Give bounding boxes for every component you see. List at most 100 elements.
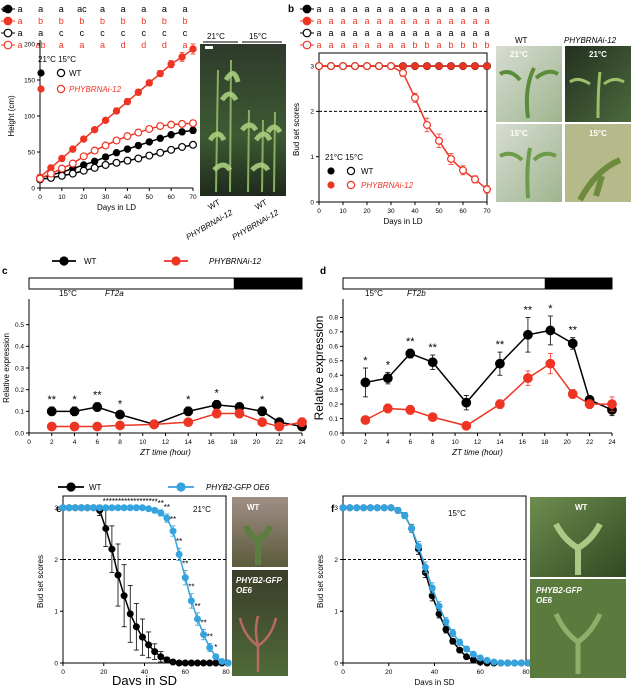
significance-mark-d: * (363, 355, 368, 367)
data-point-a (156, 148, 165, 157)
data-point-c (274, 421, 285, 432)
data-point-d (360, 415, 371, 425)
plot-f: 0 20 40 60 80 0 1 2 3 Days in SD Bud set scores (316, 495, 532, 685)
data-point-a (145, 151, 154, 160)
significance-letter-b: a (436, 16, 441, 26)
data-point-a (112, 158, 121, 167)
y-tick-label-f: 3 (334, 505, 338, 512)
dark-period-bar-c (233, 278, 302, 289)
photo-b-t3: 15°C (510, 129, 528, 138)
significance-mark-d: ** (568, 325, 577, 337)
data-point-d (545, 325, 556, 336)
significance-letter-b: a (364, 16, 369, 26)
data-point-a (69, 145, 77, 153)
data-point-c (183, 406, 194, 417)
legend-e-oe-label: PHYB2-GFP OE6 (206, 483, 270, 492)
significance-letter-b: a (400, 28, 405, 38)
data-point-b (447, 62, 455, 70)
significance-letter-a: a (17, 16, 22, 26)
data-point-a (90, 157, 99, 166)
data-point-a (90, 146, 99, 155)
y-tick-label-f: 2 (334, 557, 338, 564)
significance-letter-rows-a: a a a ac a a a a aa b b b b b b b ba a c c c c c c ca ab a a a d d d a (1, 4, 188, 50)
significance-mark-c: * (186, 394, 191, 406)
data-point-f (463, 645, 471, 653)
significance-letter-b: a (400, 4, 405, 14)
data-point-a (79, 166, 88, 175)
data-point-c (115, 409, 125, 420)
data-point-f (449, 637, 457, 645)
data-point-d (584, 399, 595, 410)
significance-letter-b: a (448, 28, 453, 38)
x-tick-label-c: 2 (50, 439, 54, 446)
scale-bar (205, 46, 213, 49)
data-point-c (46, 406, 57, 417)
data-point-d (427, 412, 438, 423)
significance-letter-b: a (376, 40, 381, 50)
data-point-a (123, 156, 132, 165)
significance-mark-e: ** (127, 497, 133, 506)
plot-b: 0 10 20 30 40 50 60 70 0 1 2 3 Days in LD Bud set sco… (292, 52, 492, 226)
x-tick-label-d: 12 (474, 439, 482, 446)
data-point-b (315, 62, 324, 71)
data-point-f (456, 638, 464, 646)
letter-row-marker-b (302, 40, 312, 50)
data-point-b (459, 166, 468, 175)
data-point-f (373, 504, 381, 512)
data-point-a (145, 138, 153, 146)
y-tick-label-b: 1 (310, 154, 314, 161)
x-tick-label-b: 60 (459, 208, 467, 215)
data-point-b (363, 62, 372, 71)
significance-letter-b: a (316, 4, 321, 14)
significance-mark-c: ** (93, 390, 102, 402)
data-point-e (83, 504, 91, 512)
data-point-e (163, 514, 171, 522)
data-point-e (77, 504, 85, 512)
data-point-f (360, 504, 368, 512)
photo-a-temp-right: 15°C (249, 32, 267, 41)
significance-letter-b: a (316, 28, 321, 38)
letter-row-marker-b (302, 4, 312, 14)
panel-c-temp: 15°C (59, 289, 77, 298)
significance-mark-e: ** (170, 515, 176, 524)
data-point-e (132, 623, 140, 631)
significance-letter-b: a (484, 16, 489, 26)
data-point-e (181, 574, 189, 582)
data-point-d (427, 357, 438, 368)
significance-letter-b: a (364, 4, 369, 14)
y-axis-title-c: Relative expression (2, 333, 11, 403)
legend-a: 21°C 15°C WT PHYBRNAi-12 (37, 55, 122, 94)
significance-letter-b: a (424, 4, 429, 14)
legend-c-wt-label: WT (84, 257, 97, 266)
significance-letter-a: a (182, 40, 187, 50)
data-point-b (459, 62, 467, 70)
photo-b-bud-shape-2 (569, 71, 625, 119)
data-point-d (461, 397, 472, 408)
significance-letter-b: a (460, 28, 465, 38)
data-point-c (92, 421, 103, 432)
data-point-e (151, 648, 159, 656)
significance-letter-b: a (448, 4, 453, 14)
data-point-b (399, 68, 408, 77)
data-point-f (442, 618, 450, 626)
legend-e-wt-marker (66, 482, 76, 492)
data-point-e (206, 643, 214, 651)
data-point-a (145, 124, 154, 133)
legend-a-wt-open (56, 68, 66, 78)
data-point-a (123, 145, 132, 153)
data-point-a (167, 131, 175, 139)
significance-letter-a: b (100, 16, 105, 26)
significance-letter-a: a (100, 40, 105, 50)
y-tick-label-b: 0 (310, 199, 314, 206)
significance-letter-a: d (141, 40, 146, 50)
x-tick-label-e: 0 (61, 669, 65, 676)
y-tick-label-c: 0.1 (15, 409, 24, 416)
data-point-b (483, 185, 492, 194)
y-tick-label-a: 100 (24, 113, 35, 120)
legend-a-header: 21°C 15°C (38, 55, 76, 64)
data-point-d (382, 373, 393, 384)
data-point-c (69, 406, 80, 417)
data-point-f (463, 653, 471, 661)
x-tick-label-c: 22 (276, 439, 284, 446)
data-point-e (181, 659, 189, 667)
